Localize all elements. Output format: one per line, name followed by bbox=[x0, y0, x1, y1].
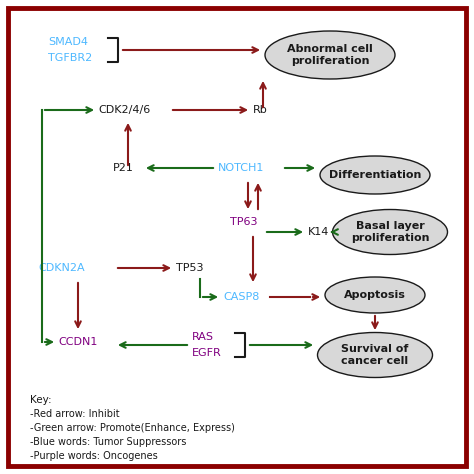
Ellipse shape bbox=[332, 210, 447, 255]
Text: Key:: Key: bbox=[30, 395, 52, 405]
Text: CDKN2A: CDKN2A bbox=[38, 263, 85, 273]
Text: -Purple words: Oncogenes: -Purple words: Oncogenes bbox=[30, 451, 158, 461]
Text: Basal layer
proliferation: Basal layer proliferation bbox=[351, 221, 429, 243]
Text: Survival of
cancer cell: Survival of cancer cell bbox=[341, 344, 409, 366]
Text: SMAD4: SMAD4 bbox=[48, 37, 88, 47]
Text: EGFR: EGFR bbox=[192, 348, 222, 358]
Text: -Red arrow: Inhibit: -Red arrow: Inhibit bbox=[30, 409, 119, 419]
Text: CASP8: CASP8 bbox=[223, 292, 259, 302]
Text: Apoptosis: Apoptosis bbox=[344, 290, 406, 300]
Text: CDK2/4/6: CDK2/4/6 bbox=[98, 105, 150, 115]
Text: Abnormal cell
proliferation: Abnormal cell proliferation bbox=[287, 44, 373, 66]
Text: TP63: TP63 bbox=[230, 217, 257, 227]
Text: NOTCH1: NOTCH1 bbox=[218, 163, 264, 173]
Text: TP53: TP53 bbox=[176, 263, 203, 273]
Text: CCDN1: CCDN1 bbox=[58, 337, 97, 347]
Ellipse shape bbox=[320, 156, 430, 194]
Text: P21: P21 bbox=[113, 163, 134, 173]
Text: K14: K14 bbox=[308, 227, 329, 237]
Text: -Blue words: Tumor Suppressors: -Blue words: Tumor Suppressors bbox=[30, 437, 186, 447]
Text: TGFBR2: TGFBR2 bbox=[48, 53, 92, 63]
Text: Rb: Rb bbox=[253, 105, 268, 115]
Ellipse shape bbox=[265, 31, 395, 79]
Ellipse shape bbox=[325, 277, 425, 313]
Text: RAS: RAS bbox=[192, 332, 214, 342]
Text: Differentiation: Differentiation bbox=[329, 170, 421, 180]
Text: -Green arrow: Promote(Enhance, Express): -Green arrow: Promote(Enhance, Express) bbox=[30, 423, 235, 433]
Ellipse shape bbox=[318, 332, 432, 377]
